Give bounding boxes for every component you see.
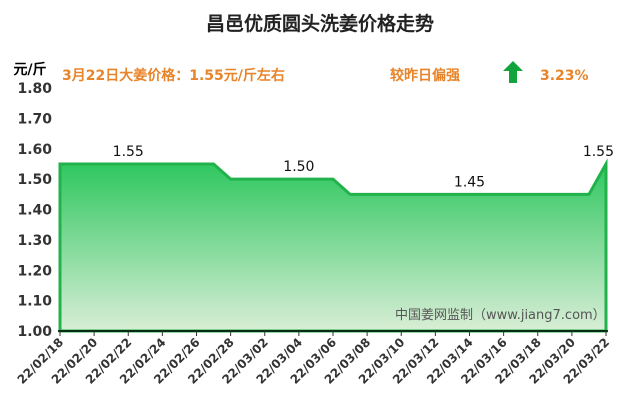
data-label: 1.45 bbox=[454, 174, 485, 190]
price-area bbox=[58, 158, 608, 333]
price-annotation: 3月22日大姜价格：1.55元/斤左右 bbox=[62, 67, 285, 84]
y-tick-label: 1.60 bbox=[17, 142, 52, 158]
y-tick-label: 1.40 bbox=[17, 203, 52, 219]
data-label: 1.50 bbox=[283, 159, 314, 175]
watermark: 中国姜网监制（www.jiang7.com） bbox=[395, 308, 606, 323]
chart-title: 昌邑优质圆头洗姜价格走势 bbox=[206, 12, 434, 35]
data-label: 1.55 bbox=[113, 144, 144, 160]
y-tick-label: 1.20 bbox=[17, 263, 52, 279]
data-label: 1.55 bbox=[583, 144, 614, 160]
y-unit-label: 元/斤 bbox=[13, 61, 46, 78]
y-tick-label: 1.00 bbox=[17, 324, 52, 340]
change-percent-text: 3.23% bbox=[540, 68, 589, 84]
y-tick-label: 1.10 bbox=[17, 294, 52, 310]
y-tick-label: 1.30 bbox=[17, 233, 52, 249]
y-tick-label: 1.80 bbox=[17, 81, 52, 97]
y-tick-label: 1.50 bbox=[17, 172, 52, 188]
up-arrow-icon bbox=[503, 61, 523, 83]
change-direction-text: 较昨日偏强 bbox=[390, 67, 460, 84]
y-tick-label: 1.70 bbox=[17, 111, 52, 127]
